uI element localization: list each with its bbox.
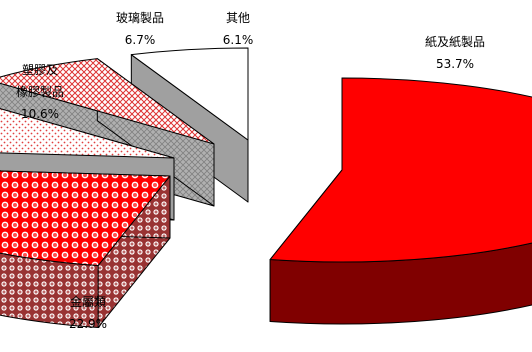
label-value: 6.1% (223, 33, 254, 47)
slice-glass-top (0, 58, 215, 145)
data-label-paper: 紙及紙製品 53.7% (425, 34, 485, 71)
label-name: 塑膠及 (22, 62, 58, 77)
slice-metal-top (0, 170, 171, 267)
data-label-metal: 金屬類 22.9% (69, 294, 107, 331)
label-value: 6.7% (125, 33, 156, 47)
label-value: 53.7% (436, 57, 474, 71)
slice-plastic-top (0, 108, 175, 159)
label-name: 橡膠製品 (16, 85, 64, 99)
slice-metal-side (0, 252, 99, 329)
label-name: 玻璃製品 (116, 11, 164, 25)
slice-other-top (130, 47, 249, 141)
label-name: 紙及紙製品 (425, 34, 485, 49)
label-name: 其他 (226, 11, 250, 25)
slice-paper-side (269, 242, 532, 325)
label-value: 22.9% (69, 317, 107, 331)
slice-paper-top (269, 77, 532, 263)
data-label-glass: 玻璃製品 6.7% (116, 11, 164, 47)
label-value: 10.6% (21, 107, 59, 121)
label-name: 金屬類 (70, 294, 106, 309)
data-label-other: 其他 6.1% (223, 11, 254, 47)
